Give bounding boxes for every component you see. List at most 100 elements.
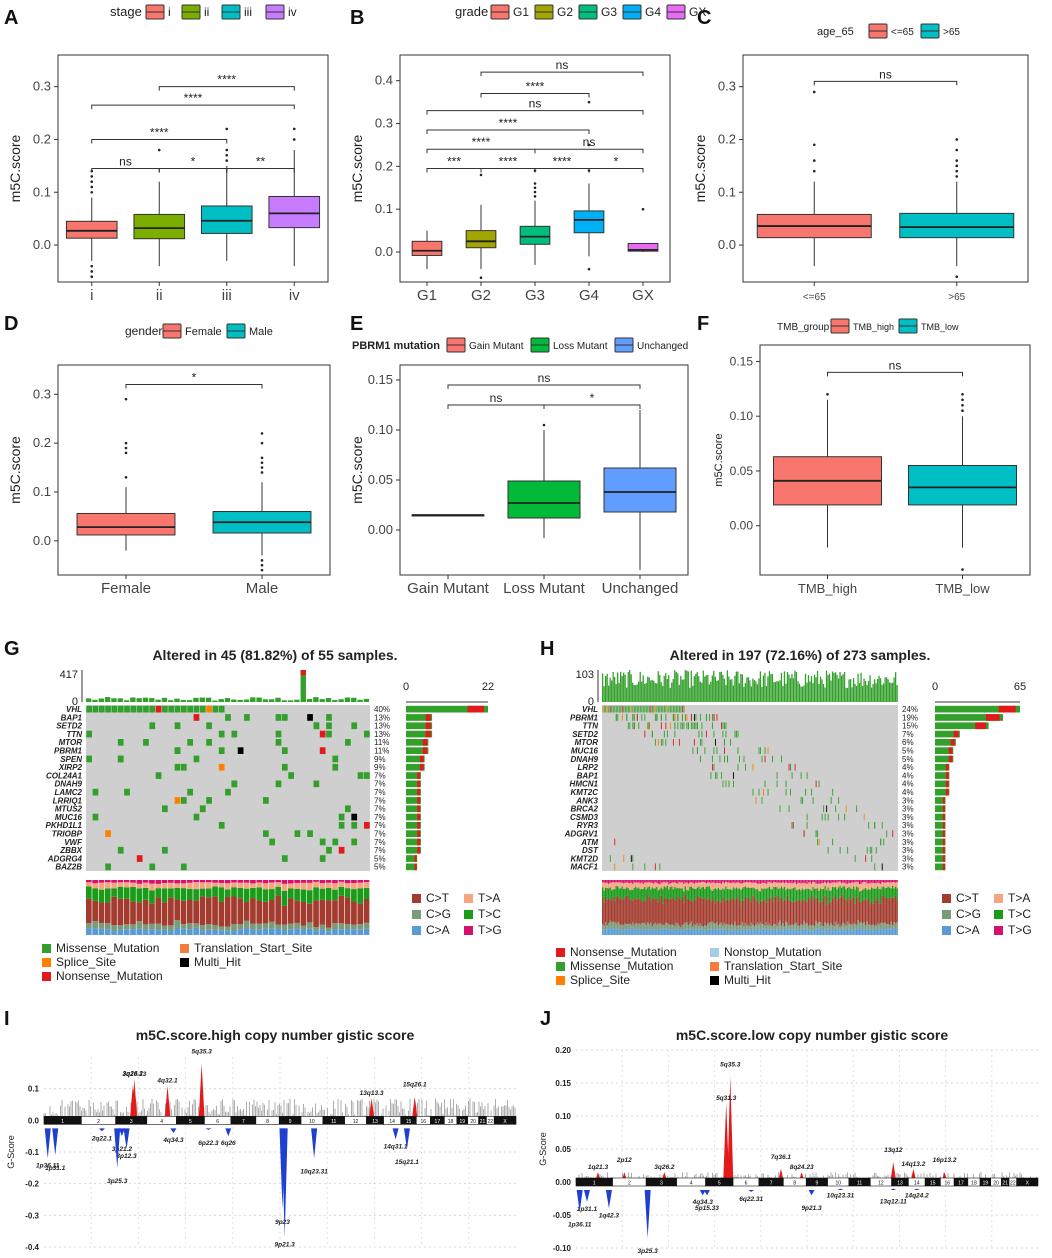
mutation-cell xyxy=(351,822,358,829)
titv-segment xyxy=(212,880,218,883)
titv-segment xyxy=(861,930,864,935)
titv-segment xyxy=(755,928,757,935)
titv-segment xyxy=(680,931,682,935)
y-tick-label: 0.0 xyxy=(375,244,393,259)
mutation-cell xyxy=(818,780,820,788)
titv-segment xyxy=(816,888,819,898)
titv-segment xyxy=(746,925,748,931)
tmb-bar xyxy=(224,698,231,702)
titv-segment xyxy=(243,880,250,883)
tmb-bar xyxy=(758,678,760,702)
titv-segment xyxy=(117,880,124,883)
outlier-point xyxy=(955,148,959,152)
titv-segment xyxy=(620,882,622,889)
mutation-cell xyxy=(800,797,802,804)
titv-segment xyxy=(755,889,757,901)
mutation-cell xyxy=(721,722,722,730)
titv-segment xyxy=(774,923,777,930)
titv-segment xyxy=(603,902,605,926)
titv-segment xyxy=(849,888,852,900)
tmb-bar xyxy=(648,677,650,702)
gene-percent: 7% xyxy=(374,830,386,839)
tmb-bar xyxy=(678,684,680,702)
outlier-point xyxy=(961,392,964,396)
titv-segment xyxy=(797,925,799,930)
panel-letter-c: C xyxy=(697,7,711,29)
titv-segment xyxy=(672,897,674,925)
significance-bracket xyxy=(91,168,160,173)
titv-segment xyxy=(747,929,750,935)
tmb-bar xyxy=(789,678,792,702)
mutation-cell xyxy=(698,730,700,738)
panel-h: Altered in 197 (72.16%) of 273 samples.1… xyxy=(556,647,1032,987)
plot-frame xyxy=(742,54,1029,283)
outlier-point xyxy=(90,185,94,189)
titv-segment xyxy=(735,882,738,888)
titv-segment xyxy=(665,928,667,935)
significance-label: * xyxy=(614,155,619,169)
titv-segment xyxy=(92,900,98,922)
titv-segment xyxy=(756,901,759,923)
titv-segment xyxy=(687,899,689,926)
titv-segment xyxy=(869,930,871,935)
titv-segment xyxy=(779,882,781,889)
gene-count-bar-segment xyxy=(422,739,428,746)
titv-segment xyxy=(845,930,847,935)
x-tick-label: <=65 xyxy=(803,292,826,303)
titv-segment xyxy=(791,924,793,930)
titv-segment xyxy=(783,883,786,887)
mutation-cell xyxy=(338,822,345,829)
titv-segment xyxy=(707,899,709,924)
gene-percent: 15% xyxy=(902,722,918,731)
significance-label: ns xyxy=(889,358,902,372)
titv-segment xyxy=(797,889,799,901)
y-tick-label: 0.05 xyxy=(555,1145,571,1154)
gene-percent: 9% xyxy=(374,763,386,772)
titv-segment xyxy=(776,880,778,883)
titv-segment xyxy=(761,882,763,889)
tmb-bar xyxy=(338,699,344,702)
titv-segment xyxy=(123,882,130,888)
titv-segment xyxy=(789,930,792,935)
titv-segment xyxy=(632,883,634,890)
titv-segment xyxy=(262,901,269,924)
tmb-bar xyxy=(705,675,707,702)
titv-segment xyxy=(840,880,843,884)
titv-segment xyxy=(831,882,834,887)
titv-segment xyxy=(111,882,117,889)
gene-count-bar xyxy=(406,863,418,871)
titv-segment xyxy=(695,925,697,930)
outlier-point xyxy=(124,397,128,401)
mutation-cell xyxy=(790,788,792,796)
mutation-cell xyxy=(632,705,634,713)
titv-segment xyxy=(851,888,853,900)
tmb-bar xyxy=(644,683,646,702)
titv-segment xyxy=(136,880,143,884)
gene-count-bar-segment xyxy=(986,714,1000,721)
titv-segment xyxy=(707,929,709,935)
gene-label: MUC16 xyxy=(571,747,599,756)
titv-segment xyxy=(872,924,874,931)
titv-segment xyxy=(717,900,720,926)
gene-count-bar xyxy=(935,855,946,862)
titv-segment xyxy=(681,888,683,897)
titv-segment xyxy=(627,929,629,935)
titv-segment xyxy=(893,888,895,898)
panel-letter-a: A xyxy=(4,7,18,29)
titv-segment xyxy=(716,922,718,930)
gene-count-bar-segment xyxy=(417,772,421,779)
gene-count-bar-segment xyxy=(942,863,945,871)
mutation-cell xyxy=(662,705,664,713)
titv-legend-label: C>T xyxy=(426,891,450,905)
tmb-bar xyxy=(262,699,269,702)
mutation-cell xyxy=(663,705,665,713)
titv-segment xyxy=(834,882,837,887)
titv-segment xyxy=(738,929,741,935)
titv-segment xyxy=(680,880,682,883)
box-g3 xyxy=(519,225,551,245)
titv-segment xyxy=(672,882,674,890)
outlier-point xyxy=(955,138,959,141)
del-peak xyxy=(890,1188,897,1190)
titv-segment xyxy=(734,888,736,902)
